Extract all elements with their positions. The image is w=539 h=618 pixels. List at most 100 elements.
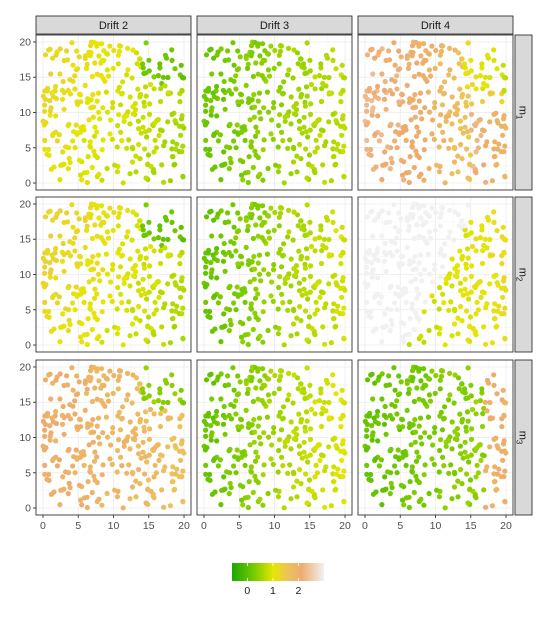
data-point <box>162 83 168 89</box>
data-point <box>156 294 162 300</box>
data-point <box>81 299 87 305</box>
data-point <box>116 43 123 49</box>
data-point <box>478 132 484 138</box>
data-point <box>180 174 186 180</box>
data-point <box>107 293 113 299</box>
data-point <box>277 246 283 252</box>
data-point <box>398 157 404 163</box>
data-point <box>268 131 274 137</box>
data-point <box>261 267 267 273</box>
data-point <box>455 494 461 500</box>
data-point <box>227 317 233 323</box>
data-point <box>91 364 97 371</box>
y-tick-label: 10 <box>19 432 31 444</box>
data-point <box>162 245 168 251</box>
data-point <box>475 145 481 151</box>
data-point <box>313 282 319 288</box>
data-point <box>442 404 448 410</box>
data-point <box>442 505 448 511</box>
data-point <box>47 270 53 276</box>
data-point <box>406 223 412 229</box>
data-point <box>141 424 147 430</box>
data-point <box>409 464 415 470</box>
data-point <box>438 368 445 374</box>
data-point <box>116 246 122 252</box>
data-point <box>56 132 63 138</box>
data-point <box>477 117 483 123</box>
data-point <box>172 118 178 124</box>
data-point <box>431 298 437 304</box>
data-point <box>239 124 245 131</box>
x-tick-label: 20 <box>500 520 512 532</box>
data-point <box>257 333 263 339</box>
data-point <box>395 447 401 453</box>
data-point <box>452 273 458 279</box>
data-point <box>59 249 65 255</box>
data-point <box>87 215 93 221</box>
panels-layer <box>35 34 514 516</box>
data-point <box>261 137 267 143</box>
data-point <box>469 243 476 250</box>
data-point <box>286 392 292 398</box>
data-point <box>119 300 125 306</box>
data-point <box>475 470 481 476</box>
data-point <box>78 172 84 178</box>
data-point <box>418 109 424 115</box>
data-point <box>181 125 187 131</box>
data-point <box>376 374 382 380</box>
data-point <box>443 280 449 286</box>
data-point <box>312 236 318 242</box>
data-point <box>249 97 255 103</box>
data-point <box>438 373 445 379</box>
data-point <box>304 365 310 371</box>
data-point <box>165 252 171 258</box>
data-point <box>235 373 241 379</box>
data-point <box>90 439 96 445</box>
data-point <box>90 254 96 260</box>
data-point <box>228 484 234 491</box>
x-tick-label: 0 <box>362 520 368 532</box>
data-point <box>147 243 154 250</box>
data-point <box>461 61 468 67</box>
data-point <box>302 103 308 109</box>
data-point <box>484 139 490 145</box>
data-point <box>125 229 131 235</box>
data-point <box>438 48 445 54</box>
data-point <box>364 299 370 305</box>
data-point <box>362 93 368 99</box>
data-point <box>468 273 475 279</box>
data-point <box>73 284 79 290</box>
data-point <box>451 469 458 475</box>
data-point <box>266 235 273 241</box>
data-point <box>317 294 323 300</box>
data-point <box>276 447 282 454</box>
data-point <box>418 271 424 277</box>
data-point <box>313 462 319 468</box>
data-point <box>399 291 406 297</box>
data-point <box>409 378 415 384</box>
data-point <box>173 308 179 314</box>
data-point <box>382 474 388 480</box>
data-point <box>227 480 233 486</box>
data-point <box>389 77 395 83</box>
data-point <box>302 261 308 267</box>
data-point <box>170 464 176 470</box>
data-point <box>409 305 415 311</box>
data-point <box>501 74 508 81</box>
data-point <box>492 478 498 485</box>
data-point <box>180 336 186 342</box>
data-point <box>54 49 60 55</box>
y-tick-label: 0 <box>25 340 31 352</box>
data-point <box>203 102 209 108</box>
data-point <box>376 49 382 55</box>
data-point <box>42 102 48 108</box>
data-point <box>89 164 95 171</box>
data-point <box>71 291 77 297</box>
data-point <box>261 299 267 305</box>
data-point <box>436 306 442 312</box>
data-point <box>330 436 336 442</box>
data-point <box>147 101 153 107</box>
data-point <box>425 251 431 257</box>
data-point <box>421 203 427 209</box>
data-point <box>261 238 267 244</box>
